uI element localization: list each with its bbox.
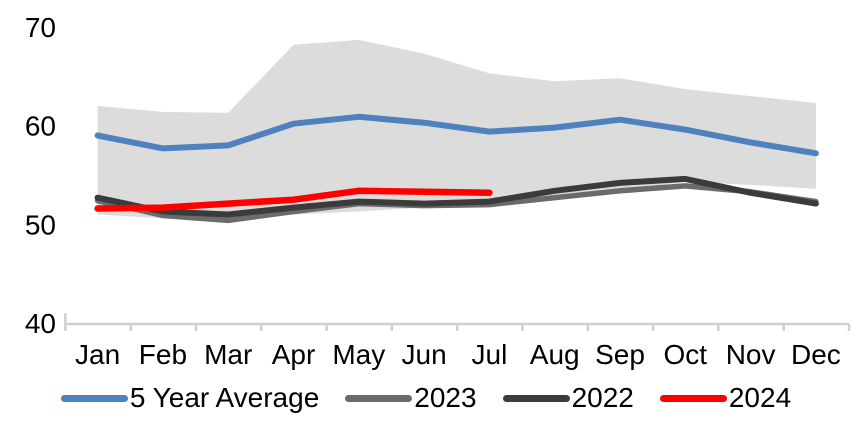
legend-line-swatch	[659, 394, 727, 402]
x-axis-label: May	[332, 339, 385, 370]
series-line-2024	[94, 187, 493, 212]
series-line-2022	[94, 175, 819, 218]
y-axis-label: 70	[25, 12, 56, 43]
legend-line-swatch	[502, 394, 570, 402]
x-axis-label: Sep	[595, 339, 645, 370]
legend-label: 2023	[414, 382, 477, 413]
legend-item-2023: 2023	[345, 382, 477, 413]
x-axis-label: Jun	[402, 339, 447, 370]
x-axis-label: Jan	[75, 339, 120, 370]
y-axis-label: 50	[25, 209, 56, 240]
legend-line-swatch	[60, 394, 128, 402]
legend-item-2024: 2024	[659, 382, 792, 413]
chart-legend: 5 Year Average 2023 2022 2024	[0, 376, 852, 420]
x-axis-label: Apr	[272, 339, 316, 370]
x-axis-label: Mar	[204, 339, 252, 370]
x-axis-label: Nov	[726, 339, 776, 370]
chart-plot-area: 40 50 60 70 Jan Feb Mar Apr May Jun Jul Aug Sep Oct No…	[25, 12, 851, 370]
series-line-5-year-average	[94, 113, 819, 157]
x-axis-label: Dec	[791, 339, 841, 370]
y-axis-label: 60	[25, 111, 56, 142]
legend-item-2022: 2022	[502, 382, 634, 413]
legend-label: 2024	[728, 382, 792, 413]
y-axis-label: 40	[25, 308, 56, 339]
legend-label: 2022	[571, 382, 634, 413]
x-axis-label: Jul	[472, 339, 508, 370]
x-axis-label: Oct	[664, 339, 708, 370]
x-axis-label: Aug	[530, 339, 580, 370]
legend-line-swatch	[345, 394, 413, 402]
x-axis-label: Feb	[139, 339, 187, 370]
legend-item-5-year-average: 5 Year Average	[60, 382, 320, 413]
legend-label: 5 Year Average	[129, 382, 320, 413]
